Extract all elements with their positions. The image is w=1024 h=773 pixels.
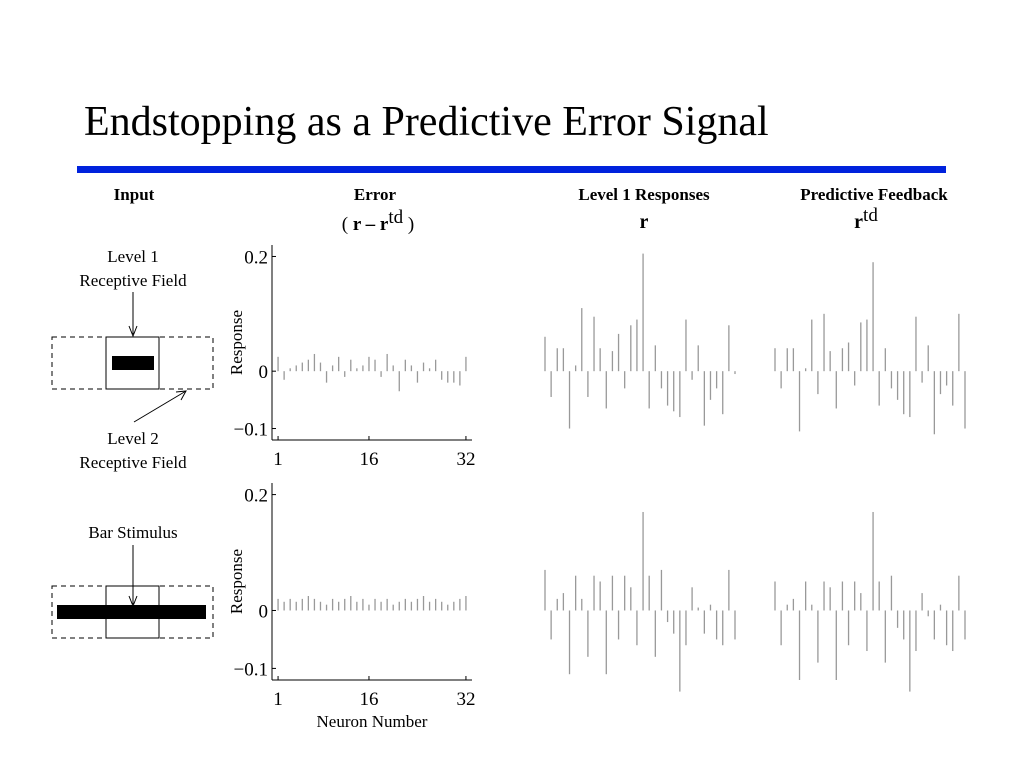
y-tick-label: 0.2: [244, 486, 268, 507]
header-symbol: rtd: [854, 205, 878, 233]
y-tick-label: 0: [259, 362, 269, 383]
arrowhead: [128, 325, 138, 338]
short-bar: [112, 356, 154, 370]
y-axis-label: Response: [227, 549, 246, 614]
arrow: [133, 390, 187, 423]
x-tick-label: 32: [456, 449, 475, 470]
x-tick-label: 32: [456, 689, 475, 710]
header-symbol: r: [640, 211, 649, 233]
y-tick-label: −0.1: [234, 420, 268, 441]
x-tick-label: 16: [359, 689, 378, 710]
level2-field: [51, 336, 214, 390]
y-tick-label: 0: [259, 601, 269, 622]
header: Error: [354, 185, 397, 204]
header: Level 1 Responses: [578, 185, 710, 204]
x-tick-label: 16: [359, 449, 378, 470]
title-rule: [77, 166, 946, 173]
x-tick-label: 1: [273, 689, 283, 710]
diagram-label: Bar Stimulus: [88, 523, 177, 542]
level2-field: [51, 585, 214, 639]
slide-title: Endstopping as a Predictive Error Signal: [84, 99, 769, 145]
header-formula: ( r – rtd ): [342, 207, 414, 235]
header: Predictive Feedback: [800, 185, 948, 204]
x-tick-label: 1: [273, 449, 283, 470]
y-axis-label: Response: [227, 310, 246, 375]
diagram-label: Level 2: [107, 429, 158, 448]
long-bar: [57, 605, 206, 619]
y-tick-label: −0.1: [234, 659, 268, 680]
level1-field: [105, 336, 160, 390]
header: Input: [114, 185, 155, 204]
diagram-label: Receptive Field: [79, 271, 187, 290]
diagram-label: Level 1: [107, 247, 158, 266]
x-axis-label: Neuron Number: [317, 712, 428, 731]
arrowhead: [175, 390, 187, 401]
y-tick-label: 0.2: [244, 247, 268, 268]
diagram-label: Receptive Field: [79, 453, 187, 472]
